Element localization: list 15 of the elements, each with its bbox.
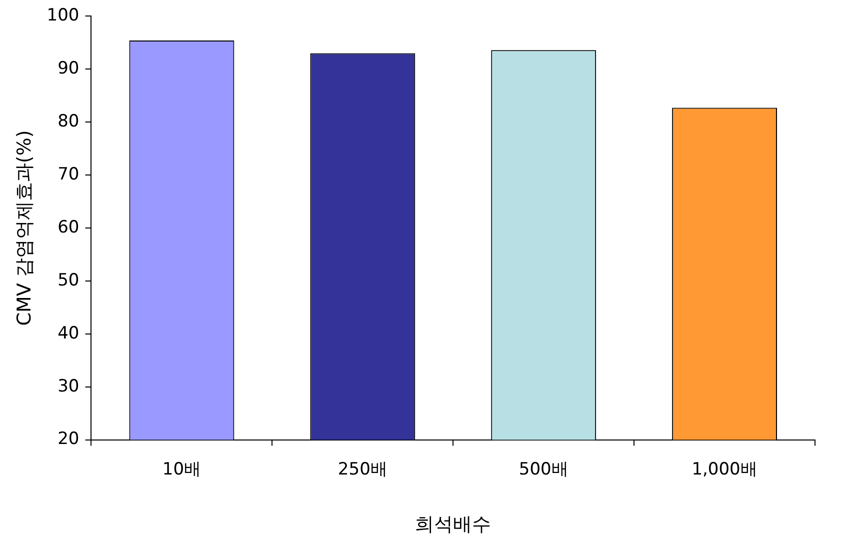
y-axis-title: CMV 감염억제효과(%) xyxy=(13,130,36,326)
x-tick-label: 10배 xyxy=(162,459,202,480)
y-tick-label: 20 xyxy=(58,429,80,450)
y-tick-label: 90 xyxy=(58,58,80,79)
y-tick-label: 50 xyxy=(58,270,80,290)
y-tick-label: 30 xyxy=(58,376,80,396)
x-tick-label: 250배 xyxy=(338,459,388,480)
y-tick-label: 100 xyxy=(46,6,80,26)
x-tick-label: 500배 xyxy=(518,459,568,480)
y-tick-label: 60 xyxy=(58,217,80,238)
y-tick-label: 80 xyxy=(58,112,80,132)
y-tick-label: 40 xyxy=(58,323,80,344)
x-axis-title: 희석배수 xyxy=(415,514,492,536)
y-tick-label: 70 xyxy=(58,164,80,184)
x-tick-label: 1,000배 xyxy=(692,459,758,480)
